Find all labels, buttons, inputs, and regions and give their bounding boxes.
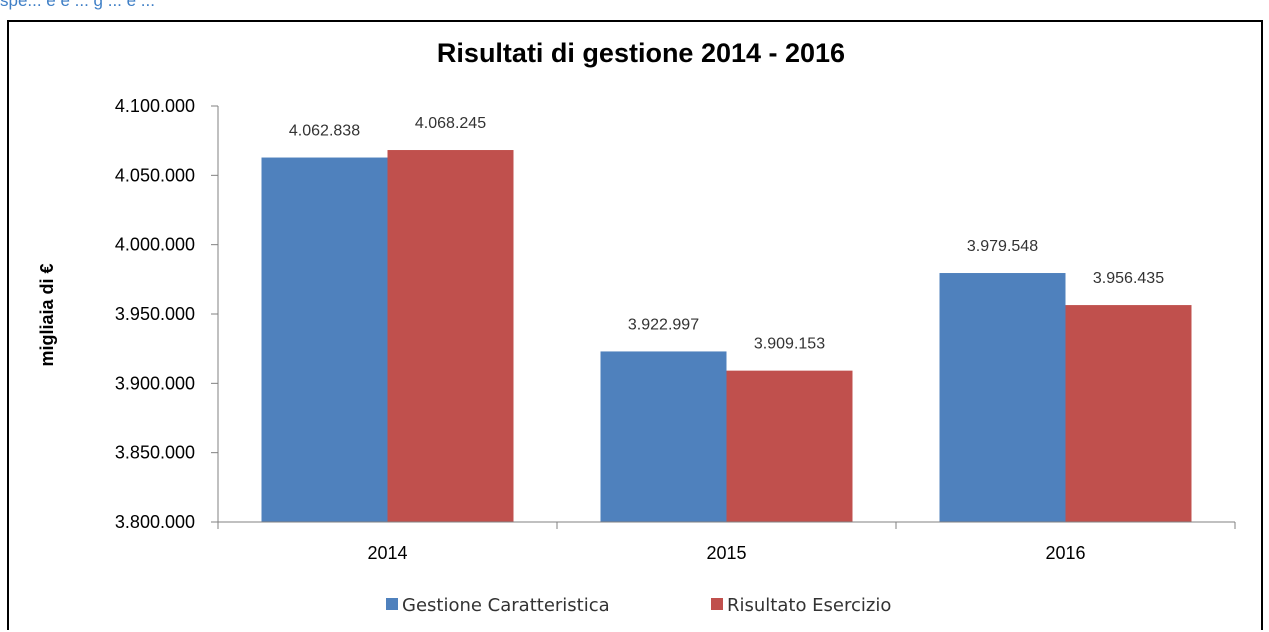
y-tick-label: 3.950.000: [115, 304, 195, 324]
data-label: 4.068.245: [415, 115, 486, 132]
bar-gestione-caratteristica-2016: [939, 273, 1066, 522]
y-tick-label: 3.900.000: [115, 373, 195, 393]
header-fragment-text: spe... e e ... g ... e ...: [0, 0, 155, 10]
legend: Gestione Caratteristica Risultato Eserciz…: [386, 595, 891, 616]
y-tick-label: 4.050.000: [115, 165, 195, 185]
chart-title: Risultati di gestione 2014 - 2016: [437, 38, 845, 68]
legend-swatch-gestione-caratteristica: [386, 598, 398, 610]
y-tick-label: 4.100.000: [115, 96, 195, 116]
bars: [261, 150, 1192, 522]
y-tick-label: 4.000.000: [115, 235, 195, 255]
legend-label-gestione-caratteristica: Gestione Caratteristica: [402, 595, 610, 616]
bar-risultato-esercizio-2016: [1065, 305, 1192, 522]
data-label: 3.922.997: [628, 316, 699, 333]
data-label: 3.909.153: [754, 336, 825, 353]
x-axis-ticks: 2014 2015 2016: [217, 522, 1236, 563]
data-label: 3.979.548: [967, 238, 1038, 255]
bar-risultato-esercizio-2015: [726, 370, 853, 522]
bar-gestione-caratteristica-2014: [261, 157, 388, 522]
y-tick-label: 3.850.000: [115, 443, 195, 463]
data-label: 4.062.838: [289, 123, 360, 140]
y-tick-label: 3.800.000: [115, 512, 195, 532]
data-label: 3.956.435: [1093, 270, 1164, 287]
bar-gestione-caratteristica-2015: [600, 351, 727, 522]
y-axis-ticks: 3.800.000 3.850.000 3.900.000 3.950.000 4.00…: [115, 96, 218, 532]
legend-swatch-risultato-esercizio: [711, 598, 723, 610]
bar-risultato-esercizio-2014: [387, 150, 514, 522]
x-tick-label: 2014: [367, 543, 407, 563]
x-tick-label: 2015: [706, 543, 746, 563]
y-axis-label: migliaia di €: [37, 263, 57, 366]
data-labels: 4.062.838 4.068.245 3.922.997 3.909.153 3.97…: [289, 115, 1164, 353]
x-tick-label: 2016: [1045, 543, 1085, 563]
legend-label-risultato-esercizio: Risultato Esercizio: [727, 595, 891, 616]
